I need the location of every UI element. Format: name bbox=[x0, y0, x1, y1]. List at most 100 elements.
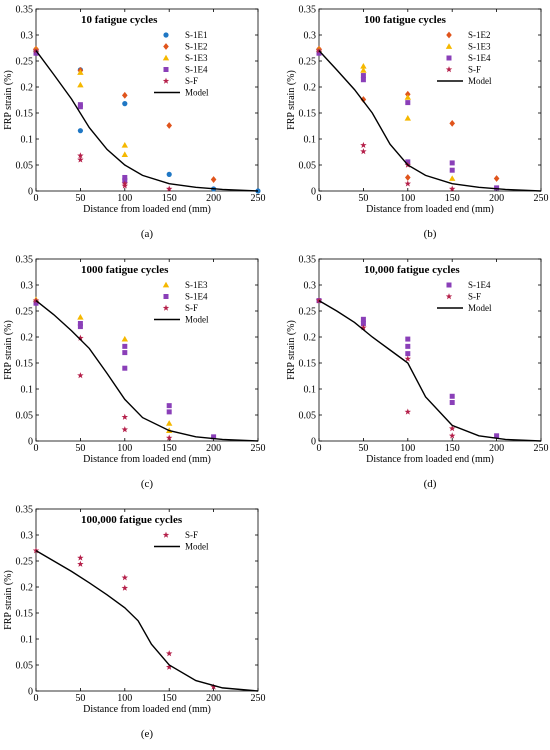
data-point-s-1e4 bbox=[405, 343, 411, 349]
legend-marker-s-1e3 bbox=[162, 281, 170, 288]
data-point-s-1e4 bbox=[122, 343, 128, 349]
model-curve bbox=[318, 50, 542, 192]
data-point-s-1e4 bbox=[360, 73, 366, 79]
plot-frame bbox=[35, 508, 259, 692]
x-tick-label: 250 bbox=[251, 443, 266, 454]
legend-label: S-1E4 bbox=[185, 292, 208, 302]
legend-marker-s-1e4 bbox=[446, 55, 452, 61]
x-tick-label: 50 bbox=[75, 693, 85, 704]
chart-svg: 0 50 100 150 200 250 0 0.05 0.1 0.15 0.2 0.25 0.3 0.3… bbox=[3, 5, 266, 241]
data-point-s-f bbox=[165, 185, 173, 192]
data-point-s-f bbox=[77, 372, 84, 379]
x-tick-label: 0 bbox=[34, 193, 39, 204]
y-tick-label: 0.25 bbox=[16, 307, 34, 318]
x-tick-label: 150 bbox=[445, 443, 460, 454]
data-point-s-1e3 bbox=[360, 63, 367, 69]
y-tick-label: 0.2 bbox=[21, 333, 34, 344]
data-point-s-f bbox=[77, 334, 84, 341]
data-point-s-f bbox=[121, 574, 129, 581]
data-point-s-1e3 bbox=[404, 115, 411, 121]
y-axis-label: FRP strain (%) bbox=[286, 70, 297, 130]
panel-caption: (d) bbox=[424, 478, 437, 490]
data-point-s-f bbox=[77, 152, 84, 159]
x-tick-label: 50 bbox=[75, 443, 85, 454]
y-tick-label: 0 bbox=[28, 437, 33, 448]
y-tick-label: 0.15 bbox=[16, 359, 34, 370]
chart-title: 10,000 fatigue cycles bbox=[364, 264, 460, 276]
x-tick-label: 250 bbox=[251, 193, 266, 204]
y-tick-label: 0.25 bbox=[16, 557, 34, 568]
series-group bbox=[315, 297, 542, 442]
series-group bbox=[32, 45, 261, 194]
model-curve bbox=[318, 299, 542, 442]
legend-marker-s-1e4 bbox=[446, 282, 452, 288]
x-axis-label: Distance from loaded end (mm) bbox=[83, 204, 211, 215]
y-tick-label: 0.15 bbox=[16, 609, 34, 620]
legend-marker-s-f bbox=[162, 304, 170, 311]
y-tick-label: 0.35 bbox=[16, 255, 34, 266]
x-tick-label: 50 bbox=[75, 193, 85, 204]
data-point-s-1e4 bbox=[122, 365, 128, 371]
data-point-s-1e4 bbox=[449, 160, 455, 166]
legend-label: S-1E2 bbox=[185, 42, 208, 52]
y-tick-label: 0.1 bbox=[21, 135, 34, 146]
model-curve bbox=[35, 50, 259, 192]
data-point-s-1e4 bbox=[211, 434, 217, 440]
data-point-s-1e2 bbox=[493, 175, 500, 182]
x-tick-label: 100 bbox=[400, 443, 415, 454]
y-tick-label: 0.3 bbox=[304, 281, 317, 292]
data-point-s-1e1 bbox=[166, 171, 172, 177]
data-point-s-1e4 bbox=[316, 50, 322, 56]
y-tick-label: 0 bbox=[311, 437, 316, 448]
legend-label: S-F bbox=[185, 76, 198, 86]
legend-marker-s-f bbox=[445, 293, 453, 300]
x-tick-label: 150 bbox=[162, 443, 177, 454]
chart-title: 100 fatigue cycles bbox=[364, 14, 447, 26]
legend-label: S-1E4 bbox=[468, 53, 491, 63]
data-point-s-f bbox=[121, 584, 129, 591]
data-point-s-1e2 bbox=[405, 174, 411, 181]
data-point-s-f bbox=[165, 663, 173, 670]
y-tick-label: 0.15 bbox=[299, 359, 317, 370]
legend-marker-s-f bbox=[445, 66, 453, 73]
chart-panel-e: 0 50 100 150 200 250 0 0.05 0.1 0.15 0.2 0.25 0.3 0.3… bbox=[0, 500, 275, 750]
x-tick-label: 0 bbox=[34, 443, 39, 454]
x-axis-label: Distance from loaded end (mm) bbox=[366, 454, 494, 465]
y-tick-label: 0.35 bbox=[299, 5, 317, 16]
data-point-s-1e4 bbox=[405, 336, 411, 342]
series-group bbox=[315, 45, 542, 192]
data-point-s-f bbox=[32, 47, 40, 54]
data-point-s-1e3 bbox=[121, 335, 128, 342]
chart-panel-d: 0 50 100 150 200 250 0 0.05 0.1 0.15 0.2 0.25 0.3 0.3… bbox=[283, 250, 550, 500]
data-point-s-1e4 bbox=[449, 400, 455, 406]
data-point-s-1e4 bbox=[77, 324, 83, 330]
legend-label: S-1E3 bbox=[185, 53, 208, 63]
x-tick-label: 250 bbox=[534, 193, 549, 204]
data-point-s-f bbox=[360, 148, 367, 155]
data-point-s-f bbox=[77, 560, 84, 567]
y-tick-label: 0.2 bbox=[21, 83, 34, 94]
data-point-s-f bbox=[404, 180, 412, 187]
data-point-s-1e4 bbox=[122, 350, 128, 356]
legend-label: S-1E3 bbox=[185, 280, 208, 290]
data-point-s-f bbox=[32, 547, 40, 554]
data-point-s-1e2 bbox=[449, 120, 455, 127]
y-tick-label: 0.05 bbox=[16, 411, 34, 422]
plot-frame bbox=[35, 8, 259, 192]
model-curve bbox=[35, 549, 259, 692]
data-point-s-f bbox=[360, 141, 367, 148]
legend-marker-s-1e3 bbox=[445, 43, 453, 49]
y-tick-label: 0.15 bbox=[16, 109, 34, 120]
y-tick-label: 0 bbox=[311, 187, 316, 198]
y-tick-label: 0.25 bbox=[16, 57, 34, 68]
y-tick-label: 0.15 bbox=[299, 109, 317, 120]
y-tick-label: 0.3 bbox=[21, 531, 34, 542]
data-point-s-f bbox=[121, 182, 129, 189]
x-tick-label: 50 bbox=[358, 443, 368, 454]
legend-label: Model bbox=[185, 315, 209, 325]
y-tick-label: 0.1 bbox=[304, 135, 317, 146]
x-tick-label: 250 bbox=[534, 443, 549, 454]
panel-caption: (c) bbox=[141, 478, 154, 490]
data-point-s-1e3 bbox=[121, 151, 128, 157]
y-tick-label: 0.1 bbox=[21, 635, 34, 646]
